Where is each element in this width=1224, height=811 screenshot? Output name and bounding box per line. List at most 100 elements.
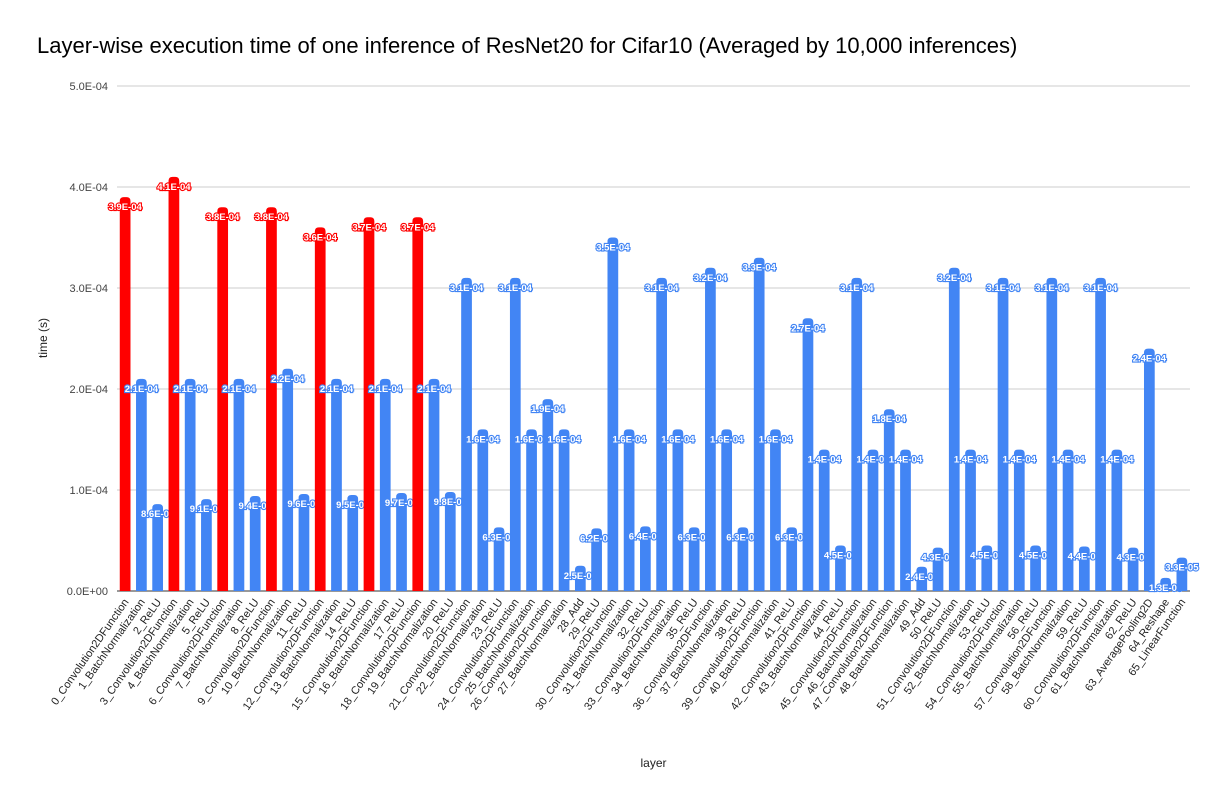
bar [152,504,164,591]
data-label: 2.4E-04 [1133,354,1167,365]
bar [168,176,180,591]
bar [1095,277,1106,591]
bar [640,526,651,591]
data-label: 3.7E-04 [401,222,435,233]
bar [656,277,667,591]
bar [1176,557,1188,591]
bar [1062,449,1074,591]
data-label: 6.2E-05 [580,533,614,544]
data-label: 4.5E-05 [824,551,858,562]
data-label: 3.1E-04 [840,283,874,294]
bar [623,429,635,591]
bar [1078,546,1090,591]
bar [119,197,131,591]
data-label: 6.3E-05 [726,532,760,543]
data-label: 9.8E-05 [434,497,468,508]
bar [347,495,359,591]
bar [396,493,407,591]
bar [997,277,1009,591]
bar [1127,547,1139,591]
data-label: 3.1E-04 [1035,283,1069,294]
data-label: 2.2E-04 [271,374,305,385]
data-label: 1.6E-04 [515,434,549,445]
data-label: 6.3E-05 [775,532,809,543]
y-tick-label: 1.0E-04 [69,485,108,497]
data-label: 1.6E-04 [710,434,744,445]
bar [444,492,456,591]
bar [331,378,342,591]
bar [591,528,602,591]
data-label: 1.9E-04 [531,404,565,415]
data-label: 3.7E-04 [352,222,386,233]
data-label: 3.1E-04 [450,283,484,294]
data-label: 4.4E-05 [1068,552,1102,563]
bar [721,429,733,591]
data-label: 1.3E-05 [1149,583,1183,594]
bar [835,545,846,591]
data-label: 1.4E-04 [1051,455,1085,466]
bar [883,409,895,591]
bar [428,378,440,591]
y-tick-label: 4.0E-04 [69,182,108,194]
data-label: 3.9E-04 [108,202,142,213]
bar [542,399,554,591]
data-label: 9.7E-05 [385,498,419,509]
bar [688,527,700,591]
data-label: 1.4E-04 [808,455,842,466]
data-label: 1.6E-04 [466,434,500,445]
bar [217,207,229,591]
data-label: 6.4E-05 [629,531,663,542]
bar [1030,545,1041,591]
data-label: 3.1E-04 [645,283,679,294]
bar [282,368,294,591]
bar [233,378,245,591]
bar [965,449,976,591]
data-label: 2.5E-05 [564,571,598,582]
data-label: 3.1E-04 [499,283,533,294]
data-label: 4.3E-05 [1116,553,1150,564]
data-label: 1.6E-04 [612,434,646,445]
data-label: 9.5E-05 [336,500,370,511]
bar [249,496,261,591]
data-label: 1.4E-04 [954,455,988,466]
bar [770,429,781,591]
data-label: 1.6E-04 [661,434,695,445]
data-label: 2.4E-05 [905,572,939,583]
bar [1143,348,1155,591]
data-label: 4.5E-05 [1019,551,1053,562]
data-label: 2.7E-04 [791,323,825,334]
data-label: 6.3E-05 [482,532,516,543]
data-label: 3.6E-04 [304,232,338,243]
bar [298,494,310,591]
data-label: 1.6E-04 [759,434,793,445]
bar [461,277,472,591]
bar [607,237,619,591]
bar [363,217,375,592]
data-label: 1.4E-04 [1003,455,1037,466]
bar [672,429,684,591]
bar [493,527,505,591]
data-label: 2.1E-04 [125,384,159,395]
bar [753,257,765,591]
data-label: 1.4E-04 [889,455,923,466]
bar [900,449,911,591]
data-label: 3.8E-04 [255,212,289,223]
data-label: 9.1E-05 [190,504,224,515]
bar [981,545,993,591]
data-label: 1.4E-04 [1100,455,1134,466]
bar [184,378,196,591]
bar [867,449,879,591]
y-axis-title: time (s) [36,318,50,358]
data-label: 3.3E-04 [743,263,777,274]
data-label: 2.1E-04 [174,384,208,395]
data-label: 3.3E-05 [1165,563,1199,574]
bar [818,449,830,591]
data-label: 4.1E-04 [157,182,191,193]
data-label: 2.1E-04 [369,384,403,395]
bar [509,277,521,591]
data-label: 4.5E-05 [970,551,1004,562]
bar [412,217,424,592]
bar [201,499,212,591]
bar [916,566,928,591]
